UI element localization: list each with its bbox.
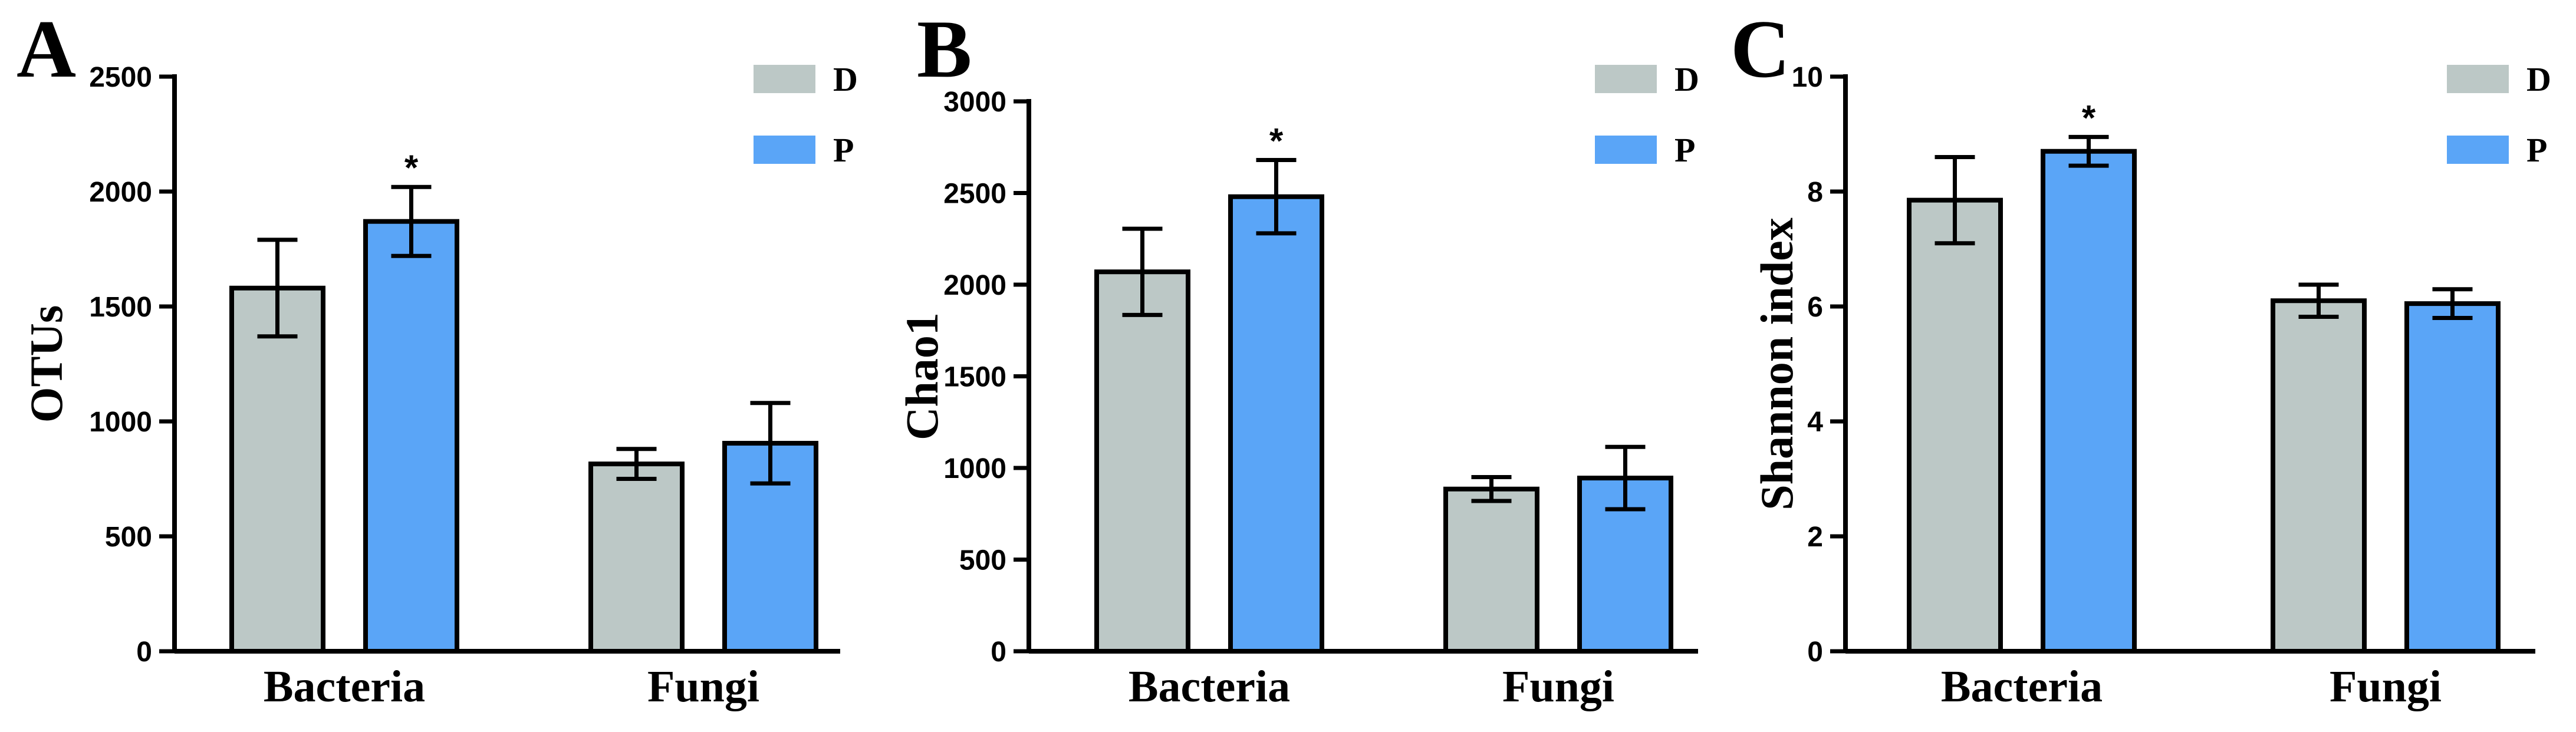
y-axis-title: OTUs (21, 305, 72, 423)
legend-label-p: P (833, 131, 854, 169)
bar-d-bacteria (229, 285, 325, 654)
y-tick-label: 6 (1807, 292, 1823, 323)
bar-p-fungi (2404, 301, 2501, 654)
panel-letter: C (1731, 4, 1790, 95)
bar-d-bacteria (1094, 269, 1190, 654)
y-tick-label: 2000 (943, 270, 1006, 301)
bar-p-bacteria (1228, 194, 1324, 654)
legend-swatch-d (2447, 65, 2509, 93)
y-tick-label: 2500 (89, 62, 152, 93)
significance-marker: * (404, 148, 419, 187)
y-tick-label: 0 (991, 637, 1006, 668)
y-tick-label: 500 (959, 545, 1006, 576)
y-tick-label: 10 (1792, 62, 1823, 93)
y-tick-label: 2500 (943, 179, 1006, 210)
y-tick-label: 4 (1807, 407, 1823, 438)
x-category-label: Bacteria (1129, 662, 1290, 711)
legend-label-d: D (2526, 60, 2551, 98)
legend-swatch-p (754, 136, 815, 164)
legend-swatch-d (1595, 65, 1657, 93)
y-tick-label: 2000 (89, 177, 152, 208)
y-tick-label: 500 (105, 522, 152, 553)
x-category-label: Fungi (1502, 662, 1614, 711)
panel-b: B Chao1 0 500 1000 1500 2000 2500 3000 * Bacteria F… (896, 4, 1699, 711)
panel-a: A OTUs 0 500 1000 1500 2000 2500 * Bacteria Fungi D… (17, 4, 858, 711)
y-axis-title: Shannon index (1751, 217, 1802, 510)
significance-marker: * (2082, 98, 2096, 137)
significance-marker: * (1269, 121, 1284, 161)
y-tick-label: 2 (1807, 522, 1823, 553)
bar-p-bacteria (363, 219, 459, 654)
panel-c: C Shannon index 0 2 4 6 8 10 * Bacteria Fungi DP (1731, 4, 2551, 711)
y-tick-label: 0 (1807, 637, 1823, 668)
bar-d-fungi (1443, 486, 1539, 654)
legend-label-d: D (1674, 60, 1699, 98)
legend-label-d: D (833, 60, 858, 98)
y-tick-label: 0 (136, 637, 152, 668)
legend-swatch-p (1595, 136, 1657, 164)
x-category-label: Fungi (647, 662, 759, 711)
y-tick-label: 8 (1807, 177, 1823, 208)
panel-letter: B (917, 4, 972, 95)
y-tick-label: 3000 (943, 87, 1006, 118)
y-axis-title: Chao1 (896, 312, 948, 440)
y-tick-label: 1000 (89, 407, 152, 438)
bar-d-bacteria (1907, 197, 2003, 654)
y-tick-label: 1500 (943, 362, 1006, 393)
legend-label-p: P (2526, 131, 2547, 169)
x-category-label: Bacteria (264, 662, 425, 711)
y-tick-label: 1000 (943, 453, 1006, 484)
legend-label-p: P (1674, 131, 1695, 169)
bar-d-fungi (588, 461, 685, 654)
x-category-label: Bacteria (1941, 662, 2103, 711)
panel-letter: A (17, 4, 76, 95)
legend-swatch-d (754, 65, 815, 93)
bar-p-bacteria (2041, 149, 2137, 654)
y-tick-label: 1500 (89, 292, 152, 323)
bar-d-fungi (2271, 298, 2367, 654)
x-category-label: Fungi (2330, 662, 2442, 711)
legend-swatch-p (2447, 136, 2509, 164)
